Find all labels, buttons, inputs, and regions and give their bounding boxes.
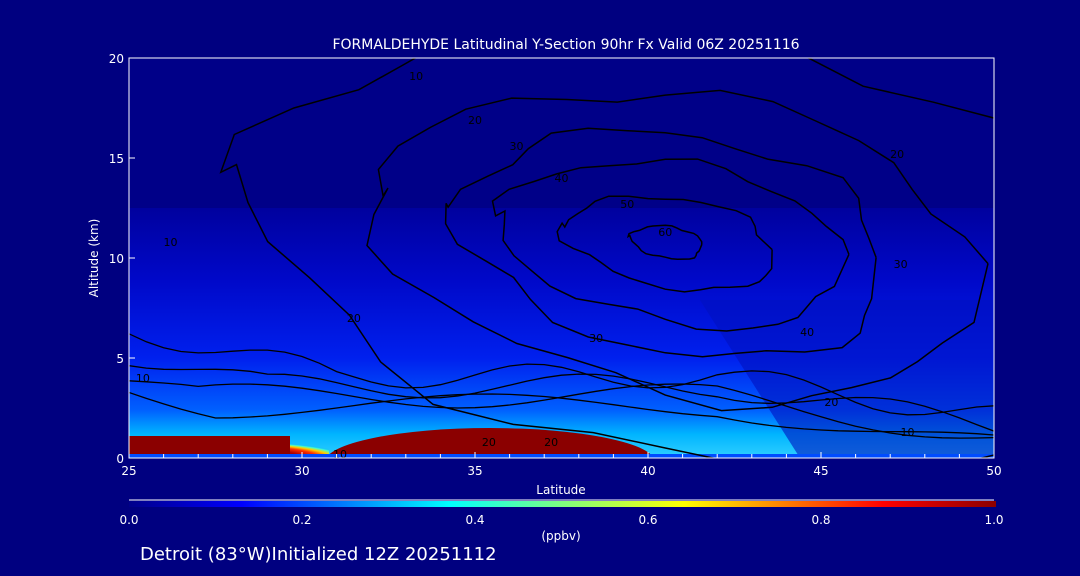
low-contour bbox=[129, 365, 994, 432]
y-tick-label: 15 bbox=[109, 152, 124, 166]
x-tick-label: 40 bbox=[640, 464, 655, 478]
x-tick-label: 30 bbox=[294, 464, 309, 478]
contour-10 bbox=[219, 58, 994, 458]
contour-label: 20 bbox=[824, 396, 838, 409]
contour-label: 30 bbox=[894, 258, 908, 271]
y-tick-label: 5 bbox=[116, 352, 124, 366]
colorbar-tick-label: 0.0 bbox=[119, 513, 138, 527]
contour-20 bbox=[366, 89, 989, 412]
contour-30 bbox=[444, 127, 877, 358]
contour-label: 40 bbox=[555, 172, 569, 185]
colorbar-tick-label: 0.6 bbox=[638, 513, 657, 527]
y-tick-label: 20 bbox=[109, 52, 124, 66]
y-tick-label: 0 bbox=[116, 452, 124, 466]
colorbar-tick-label: 1.0 bbox=[984, 513, 1003, 527]
contour-label: 40 bbox=[800, 326, 814, 339]
contour-label: 10 bbox=[333, 448, 347, 461]
contour-lines bbox=[129, 58, 994, 458]
colorbar bbox=[129, 501, 996, 507]
low-contour bbox=[129, 391, 994, 436]
x-tick-label: 35 bbox=[467, 464, 482, 478]
concentration-field bbox=[129, 58, 994, 458]
contour-40 bbox=[491, 158, 850, 332]
contour-label: 20 bbox=[347, 312, 361, 325]
contour-label: 60 bbox=[658, 226, 672, 239]
y-axis-label: Altitude (km) bbox=[87, 219, 101, 298]
colorbar-tick-label: 0.8 bbox=[811, 513, 830, 527]
contour-50 bbox=[556, 195, 773, 293]
contour-labels: 10 10 20 30 40 50 60 20 30 40 30 20 20 10 10 20 20 10 bbox=[136, 70, 915, 461]
contour-label: 50 bbox=[620, 198, 634, 211]
colorbar-tick-label: 0.4 bbox=[465, 513, 484, 527]
contour-label: 30 bbox=[589, 332, 603, 345]
contour-60 bbox=[626, 224, 703, 260]
x-tick-label: 45 bbox=[813, 464, 828, 478]
contour-label: 20 bbox=[890, 148, 904, 161]
y-tick-label: 10 bbox=[109, 252, 124, 266]
contour-label: 10 bbox=[409, 70, 423, 83]
contour-label: 20 bbox=[468, 114, 482, 127]
contour-label: 20 bbox=[482, 436, 496, 449]
contour-label: 20 bbox=[544, 436, 558, 449]
contour-label: 10 bbox=[164, 236, 178, 249]
colorbar-tick-label: 0.2 bbox=[292, 513, 311, 527]
contour-label: 10 bbox=[901, 426, 915, 439]
footer-info: Detroit (83°W)Initialized 12Z 20251112 bbox=[140, 544, 497, 565]
chart-title: FORMALDEHYDE Latitudinal Y-Section 90hr … bbox=[332, 37, 799, 53]
low-contour bbox=[129, 333, 994, 416]
low-contour bbox=[129, 380, 994, 439]
contour-label: 10 bbox=[136, 372, 150, 385]
x-tick-label: 25 bbox=[121, 464, 136, 478]
x-tick-label: 50 bbox=[986, 464, 1001, 478]
colorbar-units: (ppbv) bbox=[541, 529, 580, 543]
contour-label: 30 bbox=[510, 140, 524, 153]
x-axis-label: Latitude bbox=[536, 483, 585, 497]
